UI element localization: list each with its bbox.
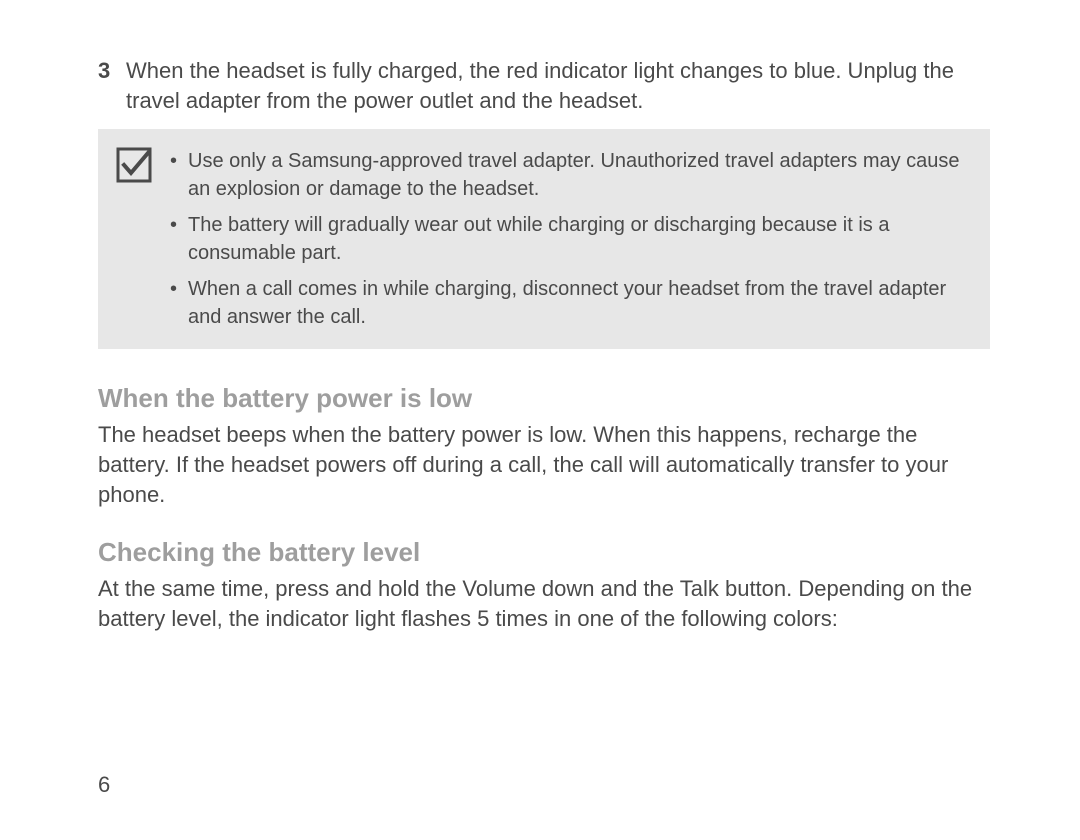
info-callout: Use only a Samsung-approved travel adapt… <box>98 129 990 349</box>
section-body-low-battery: The headset beeps when the battery power… <box>98 420 990 509</box>
section-heading-low-battery: When the battery power is low <box>98 383 990 414</box>
step-text: When the headset is fully charged, the r… <box>126 56 990 115</box>
section-body-check-level: At the same time, press and hold the Vol… <box>98 574 990 633</box>
manual-page: 3 When the headset is fully charged, the… <box>0 0 1080 840</box>
info-bullet: The battery will gradually wear out whil… <box>168 211 968 267</box>
page-number: 6 <box>98 772 110 798</box>
step-number: 3 <box>98 56 126 86</box>
numbered-step: 3 When the headset is fully charged, the… <box>98 56 990 115</box>
info-bullet-list: Use only a Samsung-approved travel adapt… <box>168 147 968 331</box>
info-bullet: When a call comes in while charging, dis… <box>168 275 968 331</box>
info-bullet: Use only a Samsung-approved travel adapt… <box>168 147 968 203</box>
checkbox-icon <box>116 147 154 183</box>
section-heading-check-level: Checking the battery level <box>98 537 990 568</box>
